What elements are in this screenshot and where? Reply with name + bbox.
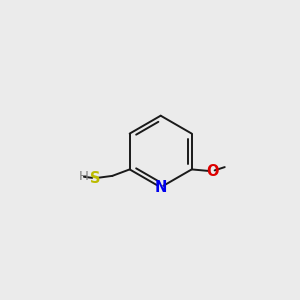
Text: S: S — [90, 171, 100, 186]
Text: N: N — [154, 180, 167, 195]
Text: O: O — [206, 164, 218, 179]
Text: H: H — [79, 170, 89, 183]
